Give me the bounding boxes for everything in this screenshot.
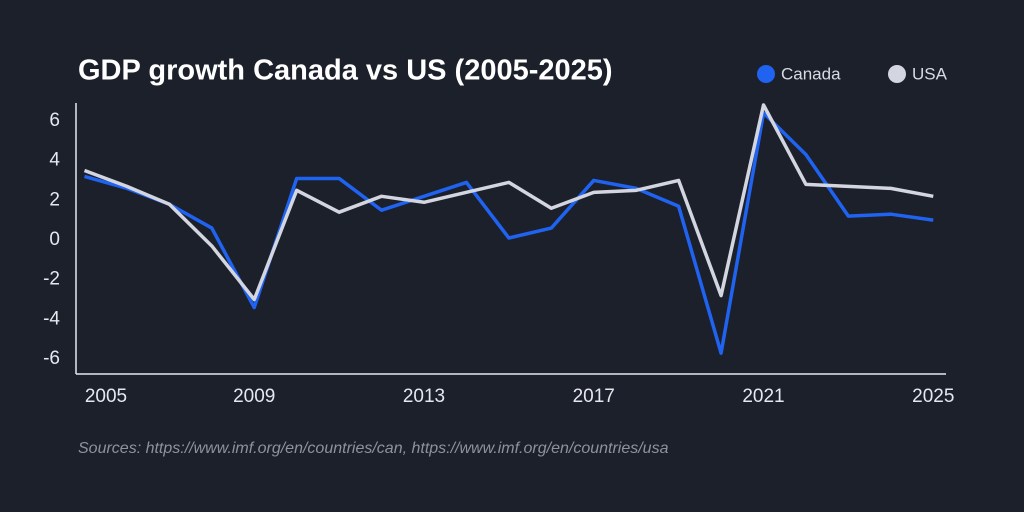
legend-label: USA bbox=[912, 64, 948, 83]
x-tick-label: 2009 bbox=[233, 386, 275, 407]
y-tick-label: 4 bbox=[49, 150, 60, 171]
x-tick-label: 2013 bbox=[403, 386, 445, 407]
y-tick-label: -6 bbox=[43, 348, 60, 369]
x-tick-label: 2025 bbox=[912, 386, 954, 407]
y-tick-label: -2 bbox=[43, 269, 60, 290]
legend-label: Canada bbox=[781, 64, 841, 83]
series-line bbox=[83, 103, 934, 302]
source-note: Sources: https://www.imf.org/en/countrie… bbox=[78, 440, 669, 457]
x-tick-label: 2005 bbox=[85, 386, 127, 407]
chart-title: GDP growth Canada vs US (2005-2025) bbox=[78, 55, 613, 87]
y-tick-label: 6 bbox=[49, 110, 60, 131]
legend-marker bbox=[757, 65, 775, 83]
x-tick-label: 2021 bbox=[742, 386, 784, 407]
y-tick-label: 2 bbox=[49, 189, 60, 210]
y-tick-label: -4 bbox=[43, 308, 60, 329]
legend-marker bbox=[888, 65, 906, 83]
x-tick-label: 2017 bbox=[573, 386, 615, 407]
y-tick-label: 0 bbox=[49, 229, 60, 250]
series-line bbox=[84, 111, 934, 355]
